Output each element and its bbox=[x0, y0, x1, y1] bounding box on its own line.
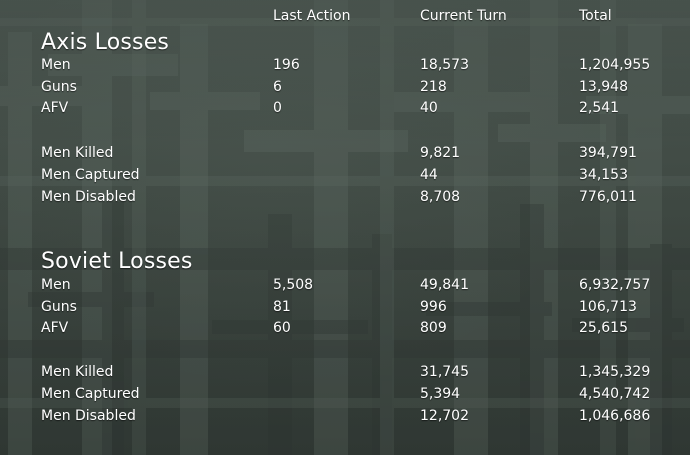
axis-guns-last-action: 6 bbox=[273, 79, 282, 95]
axis-men-current-turn: 18,573 bbox=[420, 57, 469, 73]
axis-afv-total: 2,541 bbox=[579, 100, 620, 116]
axis-row-men-killed: Men Killed 9,821 394,791 bbox=[0, 145, 690, 167]
soviet-guns-total: 106,713 bbox=[579, 299, 637, 315]
soviet-men-captured-current-turn: 5,394 bbox=[420, 386, 461, 402]
soviet-row-men-killed: Men Killed 31,745 1,345,329 bbox=[0, 364, 690, 386]
axis-guns-current-turn: 218 bbox=[420, 79, 447, 95]
axis-afv-label: AFV bbox=[41, 100, 69, 116]
axis-men-disabled-label: Men Disabled bbox=[41, 189, 136, 205]
axis-losses-title: Axis Losses bbox=[41, 30, 170, 55]
soviet-men-disabled-current-turn: 12,702 bbox=[420, 408, 469, 424]
soviet-men-killed-total: 1,345,329 bbox=[579, 364, 651, 380]
soviet-row-men: Men 5,508 49,841 6,932,757 bbox=[0, 277, 690, 299]
soviet-losses-title: Soviet Losses bbox=[41, 249, 193, 274]
header-current-turn: Current Turn bbox=[420, 8, 507, 24]
axis-men-total: 1,204,955 bbox=[579, 57, 651, 73]
axis-afv-current-turn: 40 bbox=[420, 100, 438, 116]
axis-men-captured-label: Men Captured bbox=[41, 167, 140, 183]
soviet-men-current-turn: 49,841 bbox=[420, 277, 469, 293]
axis-row-guns: Guns 6 218 13,948 bbox=[0, 79, 690, 101]
soviet-men-disabled-label: Men Disabled bbox=[41, 408, 136, 424]
soviet-afv-total: 25,615 bbox=[579, 320, 628, 336]
soviet-guns-current-turn: 996 bbox=[420, 299, 447, 315]
axis-men-last-action: 196 bbox=[273, 57, 300, 73]
soviet-afv-current-turn: 809 bbox=[420, 320, 447, 336]
soviet-men-captured-total: 4,540,742 bbox=[579, 386, 651, 402]
axis-men-label: Men bbox=[41, 57, 71, 73]
axis-row-men-captured: Men Captured 44 34,153 bbox=[0, 167, 690, 189]
axis-men-disabled-current-turn: 8,708 bbox=[420, 189, 461, 205]
soviet-guns-label: Guns bbox=[41, 299, 77, 315]
axis-men-disabled-total: 776,011 bbox=[579, 189, 637, 205]
axis-afv-last-action: 0 bbox=[273, 100, 282, 116]
axis-guns-label: Guns bbox=[41, 79, 77, 95]
soviet-men-captured-label: Men Captured bbox=[41, 386, 140, 402]
axis-men-killed-total: 394,791 bbox=[579, 145, 637, 161]
soviet-row-men-captured: Men Captured 5,394 4,540,742 bbox=[0, 386, 690, 408]
axis-row-men-disabled: Men Disabled 8,708 776,011 bbox=[0, 189, 690, 211]
soviet-guns-last-action: 81 bbox=[273, 299, 291, 315]
axis-men-killed-current-turn: 9,821 bbox=[420, 145, 461, 161]
soviet-men-disabled-total: 1,046,686 bbox=[579, 408, 651, 424]
header-last-action: Last Action bbox=[273, 8, 351, 24]
axis-row-afv: AFV 0 40 2,541 bbox=[0, 100, 690, 122]
axis-men-captured-current-turn: 44 bbox=[420, 167, 438, 183]
soviet-men-total: 6,932,757 bbox=[579, 277, 651, 293]
soviet-afv-label: AFV bbox=[41, 320, 69, 336]
soviet-men-killed-current-turn: 31,745 bbox=[420, 364, 469, 380]
axis-guns-total: 13,948 bbox=[579, 79, 628, 95]
soviet-afv-last-action: 60 bbox=[273, 320, 291, 336]
axis-men-captured-total: 34,153 bbox=[579, 167, 628, 183]
soviet-row-guns: Guns 81 996 106,713 bbox=[0, 299, 690, 321]
axis-row-men: Men 196 18,573 1,204,955 bbox=[0, 57, 690, 79]
header-total: Total bbox=[579, 8, 612, 24]
soviet-row-men-disabled: Men Disabled 12,702 1,046,686 bbox=[0, 408, 690, 430]
soviet-row-afv: AFV 60 809 25,615 bbox=[0, 320, 690, 342]
axis-men-killed-label: Men Killed bbox=[41, 145, 114, 161]
soviet-men-killed-label: Men Killed bbox=[41, 364, 114, 380]
soviet-men-label: Men bbox=[41, 277, 71, 293]
soviet-men-last-action: 5,508 bbox=[273, 277, 314, 293]
